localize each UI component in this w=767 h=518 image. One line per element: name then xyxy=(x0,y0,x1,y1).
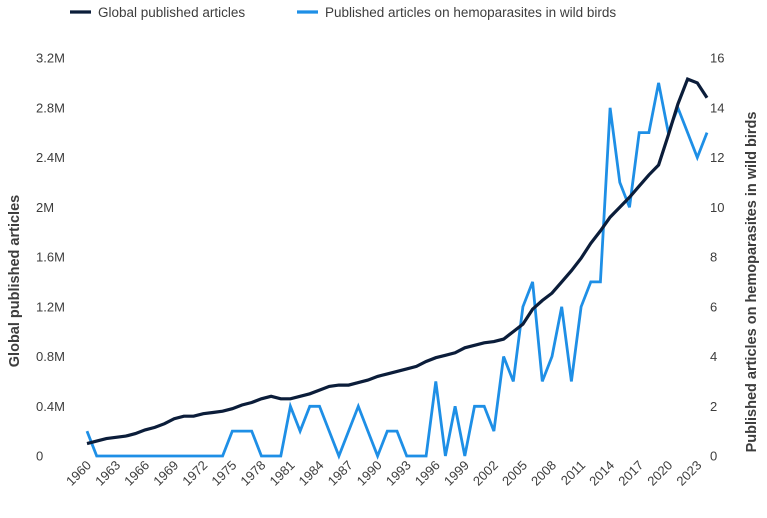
x-tick-label: 1963 xyxy=(92,458,123,489)
x-tick-label: 1960 xyxy=(63,458,94,489)
left-axis-ticks: 0 0.4M 0.8M 1.2M 1.6M 2M 2.4M 2.8M 3.2M xyxy=(36,51,65,464)
x-tick-label: 1981 xyxy=(267,458,298,489)
left-tick-label: 0 xyxy=(36,449,43,464)
left-tick-label: 1.2M xyxy=(36,299,65,314)
x-tick-label: 2017 xyxy=(615,458,646,489)
x-tick-label: 1975 xyxy=(208,458,239,489)
x-tick-label: 2014 xyxy=(586,458,617,489)
x-tick-label: 1972 xyxy=(179,458,210,489)
x-tick-label: 1993 xyxy=(383,458,414,489)
x-tick-label: 2005 xyxy=(499,458,530,489)
right-tick-label: 4 xyxy=(710,349,717,364)
x-tick-label: 1999 xyxy=(441,458,472,489)
left-tick-label: 2M xyxy=(36,200,54,215)
right-tick-label: 14 xyxy=(710,100,724,115)
right-tick-label: 6 xyxy=(710,299,717,314)
x-tick-label: 2011 xyxy=(558,458,588,488)
x-tick-label: 1978 xyxy=(237,458,268,489)
legend-label-hemoparasites: Published articles on hemoparasites in w… xyxy=(325,5,616,20)
right-axis-title: Published articles on hemoparasites in w… xyxy=(744,112,760,453)
x-tick-label: 2020 xyxy=(644,458,675,489)
legend-label-global: Global published articles xyxy=(98,5,245,20)
left-axis-title: Global published articles xyxy=(7,195,23,367)
right-tick-label: 8 xyxy=(710,250,717,265)
series-layer xyxy=(85,77,709,460)
series-line-hemoparasites xyxy=(85,82,709,460)
x-tick-label: 1969 xyxy=(150,458,181,489)
legend-item-hemoparasites: Published articles on hemoparasites in w… xyxy=(297,5,616,20)
x-tick-label: 1987 xyxy=(325,458,356,489)
x-tick-label: 2023 xyxy=(673,458,704,489)
left-tick-label: 3.2M xyxy=(36,51,65,66)
right-axis-ticks: 0 2 4 6 8 10 12 14 16 xyxy=(710,51,724,464)
x-tick-label: 1984 xyxy=(296,458,327,489)
legend: Global published articles Published arti… xyxy=(70,5,616,20)
x-tick-label: 1990 xyxy=(354,458,385,489)
x-tick-label: 2008 xyxy=(528,458,559,489)
right-tick-label: 2 xyxy=(710,399,717,414)
left-tick-label: 1.6M xyxy=(36,250,65,265)
right-tick-label: 16 xyxy=(710,51,724,66)
x-tick-label: 1966 xyxy=(121,458,152,489)
x-tick-label: 1996 xyxy=(412,458,443,489)
left-tick-label: 2.4M xyxy=(36,150,65,165)
series-line-global xyxy=(86,77,709,446)
left-tick-label: 0.8M xyxy=(36,349,65,364)
right-tick-label: 0 xyxy=(710,449,717,464)
left-tick-label: 0.4M xyxy=(36,399,65,414)
right-tick-label: 12 xyxy=(710,150,724,165)
x-tick-label: 2002 xyxy=(470,458,501,489)
x-axis-ticks: 1960196319661969197219751978198119841987… xyxy=(63,458,704,489)
legend-item-global: Global published articles xyxy=(70,5,245,20)
left-tick-label: 2.8M xyxy=(36,100,65,115)
right-tick-label: 10 xyxy=(710,200,724,215)
